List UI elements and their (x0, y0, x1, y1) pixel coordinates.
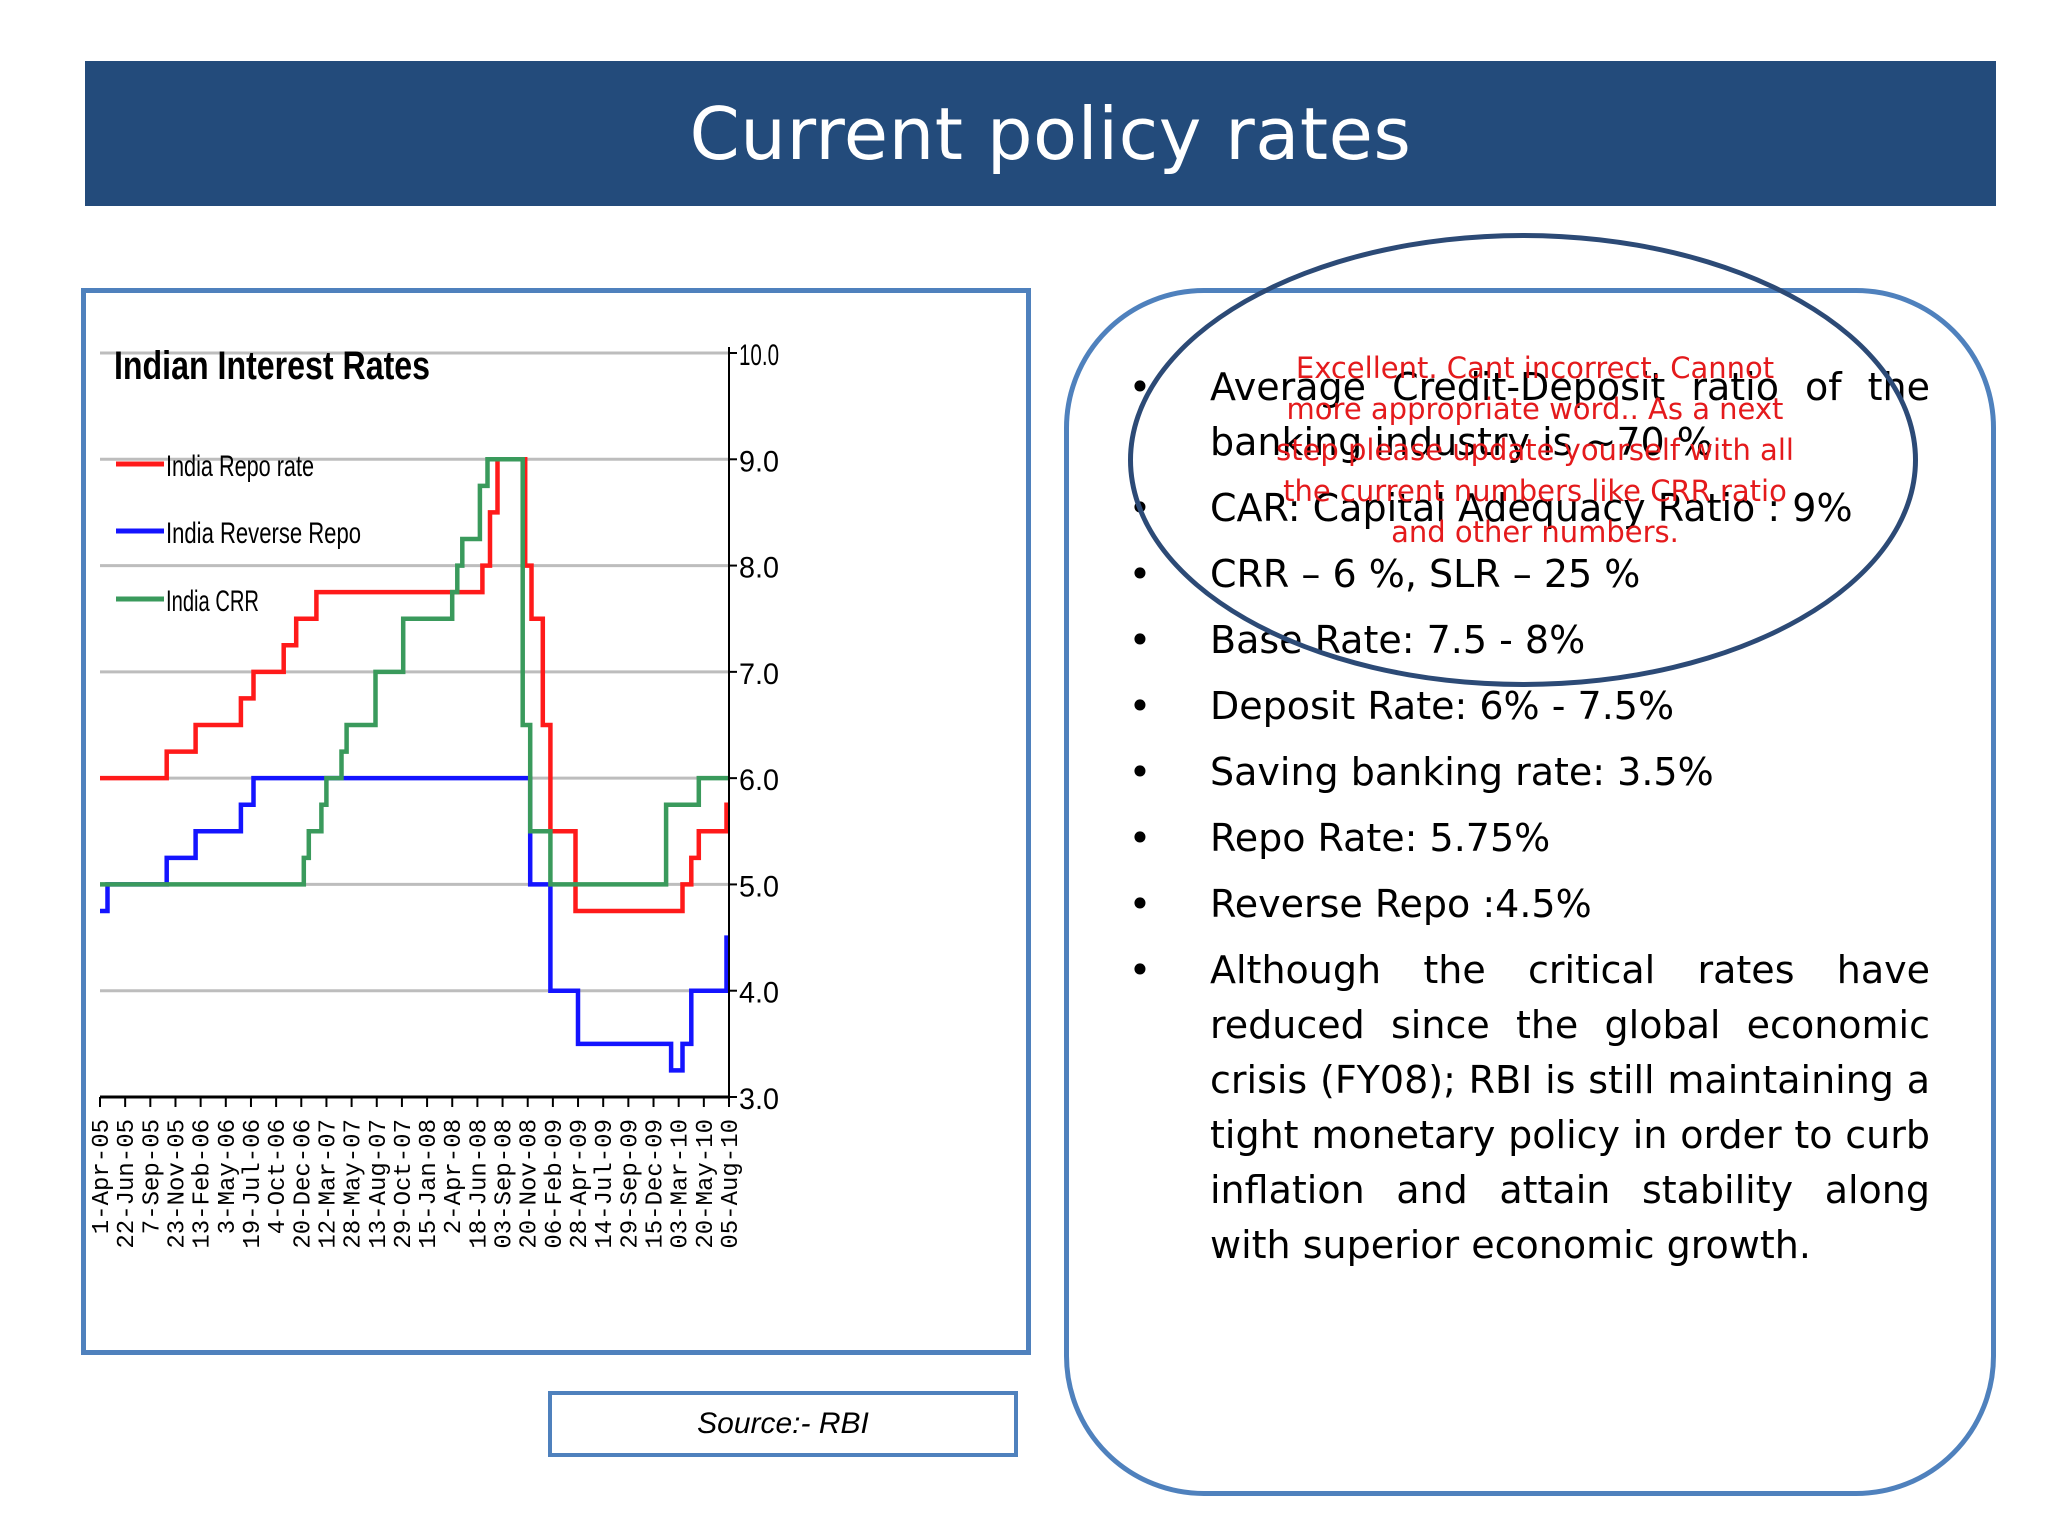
x-tick-label: 05-Aug-10 (718, 1119, 745, 1249)
bullet-text: Deposit Rate: 6% - 7.5% (1210, 684, 1675, 728)
bullet-text: CAR: Capital Adequacy Ratio : 9% (1210, 486, 1853, 530)
series-lines (100, 457, 729, 1073)
bullet-text: Base Rate: 7.5 - 8% (1210, 618, 1586, 662)
x-tick-label: 15-Dec-09 (643, 1119, 670, 1249)
x-tick-label: 03-Mar-10 (668, 1119, 695, 1249)
interest-rate-chart: 10.0 9.0 8.0 7.0 6.0 5.0 4.0 3.0 1-Apr-0522-Jun-… (89, 339, 779, 1249)
x-tick-label: 28-Apr-09 (567, 1119, 594, 1249)
bullet-item: • CAR: Capital Adequacy Ratio : 9% (1125, 481, 1930, 536)
source-box: Source:- RBI (548, 1391, 1018, 1457)
x-tick-label: 15-Jan-08 (416, 1119, 443, 1249)
x-tick-label: 28-May-07 (341, 1119, 368, 1249)
bullet-icon: • (1128, 618, 1152, 662)
x-tick-label: 7-Sep-05 (139, 1119, 166, 1234)
x-tick-label: 06-Feb-09 (542, 1119, 569, 1249)
x-tick-label: 13-Aug-07 (366, 1119, 393, 1249)
text-panel (1064, 288, 1996, 1496)
slide-title: Current policy rates (689, 91, 1412, 176)
bullet-text: CRR – 6 %, SLR – 25 % (1210, 552, 1641, 596)
x-tick-label: 20-May-10 (693, 1119, 720, 1249)
x-tick-label: 13-Feb-06 (190, 1119, 217, 1249)
bullet-text: Reverse Repo :4.5% (1210, 882, 1592, 926)
y-tick-label: 4.0 (739, 977, 779, 1010)
x-tick-label: 23-Nov-05 (164, 1119, 191, 1249)
axes: 10.0 9.0 8.0 7.0 6.0 5.0 4.0 3.0 1-Apr-0522-Jun-… (89, 339, 779, 1249)
x-tick-label: 2-Apr-08 (441, 1119, 468, 1234)
bullet-icon: • (1128, 365, 1152, 409)
x-tick-label: 3-May-06 (215, 1119, 242, 1234)
source-label: Source:- RBI (697, 1407, 869, 1440)
x-tick-label: 22-Jun-05 (114, 1119, 141, 1249)
bullet-icon: • (1128, 750, 1152, 794)
y-tick-label: 10.0 (739, 339, 779, 372)
x-tick-label: 19-Jul-06 (240, 1119, 267, 1249)
bullet-icon: • (1128, 486, 1152, 530)
chart-frame: 10.0 9.0 8.0 7.0 6.0 5.0 4.0 3.0 1-Apr-05 22-Jun-… (81, 288, 1031, 1355)
y-tick-label: 8.0 (739, 552, 779, 585)
bullet-item: • Repo Rate: 5.75% (1125, 811, 1930, 866)
bullet-icon: • (1128, 552, 1152, 596)
y-tick-label: 6.0 (739, 764, 779, 797)
chart-title: Indian Interest Rates (114, 344, 430, 388)
bullet-icon: • (1128, 816, 1152, 860)
bullet-icon: • (1128, 948, 1152, 992)
y-tick-label: 3.0 (739, 1083, 779, 1116)
x-tick-label: 20-Nov-08 (517, 1119, 544, 1249)
legend: India Repo rate India Reverse Repo India C… (116, 450, 361, 618)
x-tick-label: 29-Sep-09 (617, 1119, 644, 1249)
grid-lines (100, 351, 729, 993)
y-tick-label: 5.0 (739, 870, 779, 903)
bullet-item: • Deposit Rate: 6% - 7.5% (1125, 679, 1930, 734)
legend-label: India Repo rate (166, 450, 314, 483)
bullet-item: • Reverse Repo :4.5% (1125, 877, 1930, 932)
x-tick-label: 1-Apr-05 (89, 1119, 116, 1234)
series-line-india-repo-rate (100, 457, 729, 914)
y-tick-label: 7.0 (739, 658, 779, 691)
x-tick-label: 14-Jul-09 (592, 1119, 619, 1249)
bullet-icon: • (1128, 882, 1152, 926)
y-tick-label: 9.0 (739, 445, 779, 478)
bullet-text: Although the critical rates have reduced… (1210, 948, 1930, 1267)
bullet-icon: • (1128, 684, 1152, 728)
x-tick-label: 4-Oct-06 (265, 1119, 292, 1234)
x-tick-label: 03-Sep-08 (492, 1119, 519, 1249)
x-tick-label: 29-Oct-07 (391, 1119, 418, 1249)
legend-label: India Reverse Repo (166, 517, 361, 550)
bullet-item: • Average Credit-Deposit ratio of the ban… (1125, 360, 1930, 470)
bullet-list: • Average Credit-Deposit ratio of the ban… (1125, 360, 1930, 1284)
bullet-item: • Base Rate: 7.5 - 8% (1125, 613, 1930, 668)
x-tick-label: 20-Dec-06 (290, 1119, 317, 1249)
bullet-item: • Saving banking rate: 3.5% (1125, 745, 1930, 800)
x-tick-label: 18-Jun-08 (466, 1119, 493, 1249)
title-bar: Current policy rates (85, 61, 1996, 206)
bullet-text: Saving banking rate: 3.5% (1210, 750, 1714, 794)
bullet-item: • Although the critical rates have reduce… (1125, 943, 1930, 1273)
bullet-text: Repo Rate: 5.75% (1210, 816, 1551, 860)
legend-label: India CRR (166, 585, 259, 618)
bullet-item: • CRR – 6 %, SLR – 25 % (1125, 547, 1930, 602)
bullet-text: Average Credit-Deposit ratio of the bank… (1210, 365, 1930, 464)
x-tick-label: 12-Mar-07 (315, 1119, 342, 1249)
series-line-india-reverse-repo (100, 775, 729, 1073)
review-comment: Excellent. Cant incorrect. Cannot more a… (1276, 351, 1794, 549)
series-line-india-crr (100, 457, 729, 887)
